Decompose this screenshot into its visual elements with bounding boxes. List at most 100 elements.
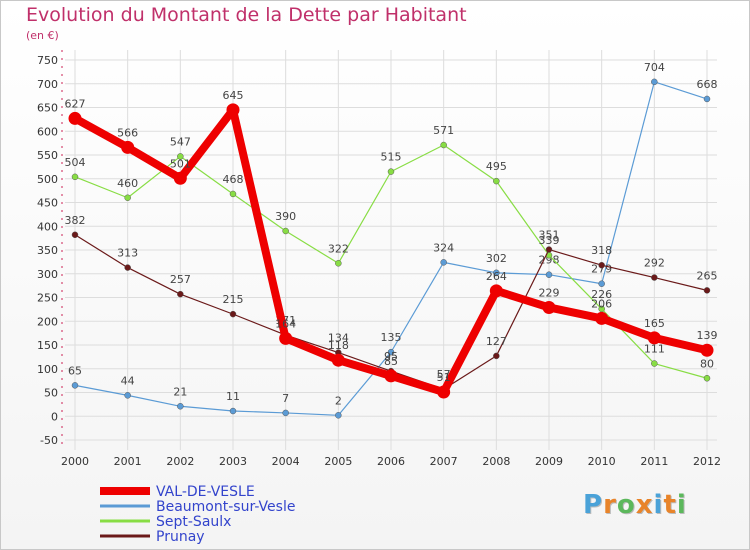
logo-letter: P xyxy=(583,490,604,520)
logo-letter: x xyxy=(635,490,654,520)
data-point xyxy=(651,274,658,281)
data-point xyxy=(173,171,187,185)
data-label: 21 xyxy=(173,385,187,398)
data-point xyxy=(226,103,240,117)
data-label: 566 xyxy=(117,126,138,139)
data-label: 302 xyxy=(486,252,507,265)
data-point xyxy=(384,369,398,383)
data-label: 382 xyxy=(65,214,86,227)
data-point xyxy=(177,153,184,160)
data-label: 351 xyxy=(539,229,560,242)
data-label: 298 xyxy=(539,254,560,267)
data-label: 571 xyxy=(433,124,454,137)
data-label: 390 xyxy=(275,210,296,223)
data-point xyxy=(595,311,609,325)
data-label: 85 xyxy=(384,355,398,368)
y-tick-label: 550 xyxy=(37,149,58,162)
y-tick-label: 350 xyxy=(37,244,58,257)
data-point xyxy=(598,280,605,287)
data-point xyxy=(279,331,293,345)
data-label: 164 xyxy=(275,317,296,330)
data-point xyxy=(387,348,395,356)
data-label: 627 xyxy=(65,97,86,110)
data-point xyxy=(493,352,500,360)
data-label: 495 xyxy=(486,160,507,173)
data-point xyxy=(489,284,503,298)
data-label: 318 xyxy=(591,244,612,257)
data-point xyxy=(647,331,661,345)
data-point xyxy=(703,95,711,103)
data-point xyxy=(437,385,451,399)
x-tick-label: 2002 xyxy=(166,455,194,468)
chart-subtitle: (en €) xyxy=(26,29,59,42)
y-tick-label: 600 xyxy=(37,125,58,138)
x-tick-label: 2006 xyxy=(377,455,405,468)
y-tick-label: 650 xyxy=(37,102,58,115)
y-tick-label: -50 xyxy=(40,434,58,447)
logo-letter: t xyxy=(663,490,677,520)
proxiti-logo: Proxiti xyxy=(583,490,687,520)
data-point xyxy=(121,140,135,154)
data-label: 322 xyxy=(328,242,349,255)
data-point xyxy=(651,360,658,367)
data-label: 704 xyxy=(644,61,665,74)
data-label: 51 xyxy=(437,371,451,384)
data-label: 668 xyxy=(697,78,718,91)
data-point xyxy=(387,168,395,175)
data-label: 547 xyxy=(170,135,191,148)
data-point xyxy=(282,227,289,235)
data-label: 165 xyxy=(644,317,665,330)
data-point xyxy=(124,392,131,399)
data-point xyxy=(71,173,79,181)
y-tick-label: 250 xyxy=(37,292,58,305)
data-point xyxy=(229,407,237,415)
data-label: 111 xyxy=(644,343,665,356)
data-label: 135 xyxy=(381,331,402,344)
data-point xyxy=(440,259,447,266)
data-point xyxy=(335,260,342,267)
x-tick-label: 2010 xyxy=(588,455,616,468)
data-label: 339 xyxy=(539,234,560,247)
x-tick-label: 2001 xyxy=(114,455,142,468)
data-label: 44 xyxy=(121,374,135,387)
y-tick-label: 700 xyxy=(37,78,58,91)
logo-letter: r xyxy=(603,490,617,520)
y-tick-label: 750 xyxy=(37,54,58,67)
data-point xyxy=(177,290,184,298)
data-point xyxy=(651,78,658,86)
data-label: 95 xyxy=(384,350,398,363)
data-label: 460 xyxy=(117,177,138,190)
data-point xyxy=(598,261,605,269)
data-point xyxy=(542,300,556,314)
data-label: 206 xyxy=(591,297,612,310)
data-label: 645 xyxy=(223,89,244,102)
y-tick-label: 0 xyxy=(51,410,58,423)
logo-letter: o xyxy=(616,490,636,520)
data-label: 118 xyxy=(328,339,349,352)
data-label: 226 xyxy=(591,288,612,301)
data-label: 7 xyxy=(282,392,289,405)
x-tick-label: 2000 xyxy=(61,455,89,468)
y-tick-label: 200 xyxy=(37,315,58,328)
data-point xyxy=(703,375,711,382)
x-tick-label: 2011 xyxy=(640,455,668,468)
data-point xyxy=(124,264,131,271)
series-sept-saulx: 504 460 547 468 390 322 515 571 495 339 226 111 80 xyxy=(65,124,714,382)
data-label: 127 xyxy=(486,335,507,348)
x-tick-label: 2007 xyxy=(430,455,458,468)
data-point xyxy=(493,177,500,185)
logo-letter: i xyxy=(676,490,687,520)
y-tick-label: 450 xyxy=(37,197,58,210)
y-tick-label: 50 xyxy=(44,387,58,400)
legend-label: Sept-Saulx xyxy=(156,514,231,530)
x-tick-label: 2009 xyxy=(535,455,563,468)
data-label: 2 xyxy=(335,394,342,407)
data-point xyxy=(229,190,237,198)
data-label: 215 xyxy=(223,293,244,306)
data-point xyxy=(68,111,82,125)
x-tick-label: 2012 xyxy=(693,455,721,468)
data-point xyxy=(545,271,553,278)
